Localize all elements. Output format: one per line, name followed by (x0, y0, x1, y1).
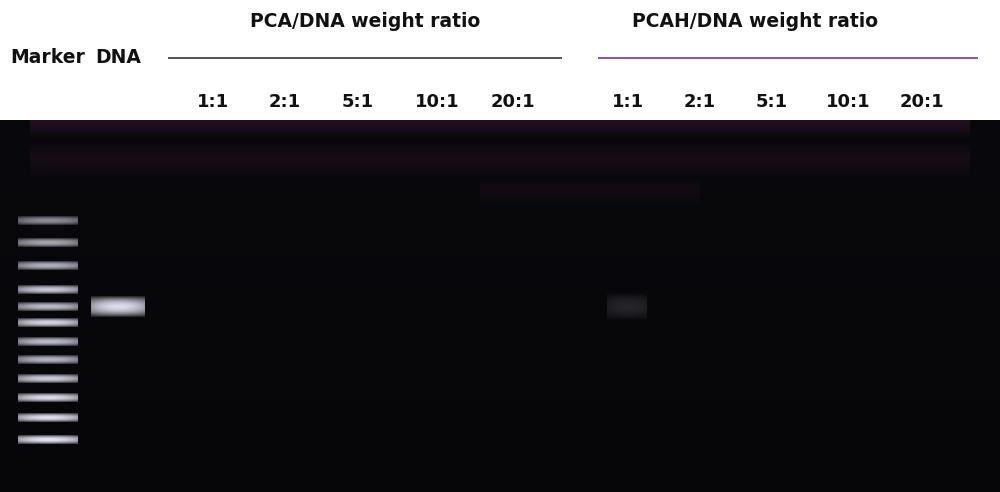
Text: DNA: DNA (95, 48, 141, 67)
Text: Marker: Marker (11, 48, 85, 67)
Text: 20:1: 20:1 (900, 93, 944, 111)
Text: 10:1: 10:1 (826, 93, 870, 111)
Text: PCA/DNA weight ratio: PCA/DNA weight ratio (250, 12, 480, 31)
Text: 2:1: 2:1 (684, 93, 716, 111)
Text: 5:1: 5:1 (342, 93, 374, 111)
Text: PCAH/DNA weight ratio: PCAH/DNA weight ratio (632, 12, 878, 31)
Text: 2:1: 2:1 (269, 93, 301, 111)
Text: 20:1: 20:1 (491, 93, 535, 111)
Text: 5:1: 5:1 (756, 93, 788, 111)
Text: 10:1: 10:1 (415, 93, 459, 111)
Text: 1:1: 1:1 (612, 93, 644, 111)
Text: 1:1: 1:1 (197, 93, 229, 111)
